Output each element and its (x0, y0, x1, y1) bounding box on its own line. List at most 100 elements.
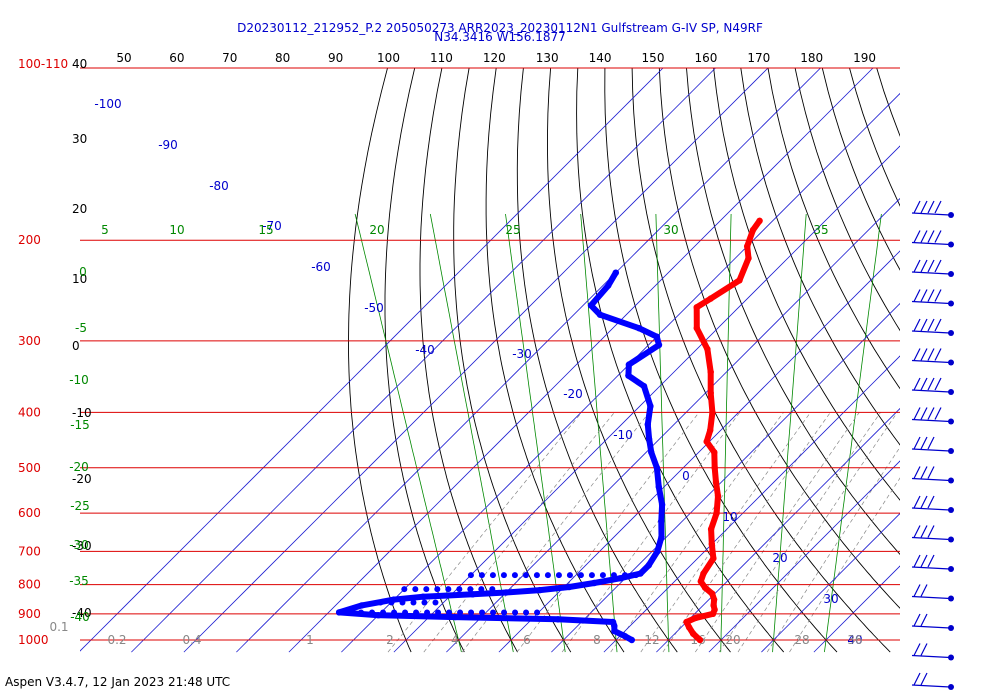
moist-left-label: -30 (69, 538, 89, 552)
wind-barb-feather (920, 643, 928, 656)
isotherm (236, 68, 822, 653)
moist-adiabat (505, 213, 566, 653)
isotherm (603, 355, 900, 653)
wind-barb-feather (927, 289, 935, 302)
wind-barb-feather (913, 643, 921, 656)
dewpoint-step-point (511, 572, 518, 579)
wind-barb-staff (911, 389, 951, 393)
wind-barb-base (948, 418, 954, 425)
wind-barb-feather (913, 436, 921, 450)
left-tick-label: 30 (72, 132, 87, 146)
wind-barb-feather (913, 200, 921, 214)
dewpoint-step-point (588, 572, 595, 579)
mixing-ratio-line (561, 412, 741, 653)
wind-barb-feather (927, 407, 935, 420)
dry-adiabat (767, 68, 900, 390)
wind-barb-feather (920, 289, 928, 302)
dry-adiabat (348, 68, 412, 653)
isotherm (761, 512, 900, 653)
dewpoint-step-point (500, 572, 507, 579)
top-tick-label: 110 (430, 51, 453, 65)
wind-barb-staff (911, 684, 951, 688)
wind-barb-feather (913, 466, 921, 479)
isotherm (656, 407, 900, 653)
wind-barb-feather (920, 200, 928, 214)
wind-barb-feather (920, 230, 928, 243)
wind-barb-staff (911, 271, 951, 275)
isotherm (183, 68, 769, 653)
wind-barb-feather (927, 495, 935, 509)
wind-barb-feather (934, 259, 942, 273)
mixing-ratio-label: 12 (644, 633, 659, 647)
wind-barb-feather (934, 230, 942, 243)
wind-barb-feather (913, 672, 921, 686)
moist-left-label: -40 (70, 610, 90, 624)
wind-barb-feather (913, 259, 921, 273)
dry-adiabat (384, 68, 465, 653)
isotherm-label: 0 (682, 469, 690, 483)
dewpoint-step-point (412, 586, 419, 593)
wind-barb-feather (934, 318, 942, 332)
top-tick-label: 70 (222, 51, 237, 65)
wind-barb (911, 466, 954, 484)
dewpoint-step-point (399, 599, 406, 606)
top-tick-label: 140 (589, 51, 612, 65)
wind-barb-staff (911, 241, 951, 246)
mixing-ratio-line (610, 412, 784, 653)
temperature-point-line (683, 217, 763, 643)
dewpoint-step-point (479, 609, 486, 616)
wind-barb-feather (913, 318, 921, 332)
wind-barb (911, 554, 954, 572)
dewpoint-step-point (434, 586, 441, 593)
isotherm-label: -50 (364, 301, 384, 315)
isotherm (446, 197, 900, 653)
dewpoint-step-point (467, 572, 474, 579)
top-tick-label: 180 (800, 51, 823, 65)
dry-adiabat (985, 68, 1000, 652)
wind-barb (911, 259, 954, 277)
moist-adiabat (720, 213, 732, 653)
isotherm (341, 92, 900, 653)
wind-barb-staff (911, 300, 951, 305)
left-tick-label: 20 (72, 202, 87, 216)
isotherm (708, 460, 900, 653)
dewpoint-step-point (621, 572, 628, 579)
dry-adiabat (794, 68, 900, 332)
dewpoint-step-point (358, 609, 365, 616)
dewpoint-step-point (522, 572, 529, 579)
mixing-ratio-line (766, 446, 900, 653)
moist-top-label: 10 (169, 223, 184, 237)
wind-barb-feather (927, 200, 935, 214)
mixing-ratio-label: 0.4 (182, 633, 201, 647)
isotherm-label: -70 (262, 219, 282, 233)
wind-barb-staff (911, 330, 951, 334)
dewpoint-step-point (523, 609, 530, 616)
dry-adiabat (686, 68, 900, 556)
mixing-ratio-label: 1 (306, 633, 314, 647)
mixing-ratio-line (387, 412, 582, 653)
chart-title-line1: D20230112_212952_P.2 205050273 ARR2023_2… (237, 21, 763, 35)
isotherm-label: -30 (512, 347, 532, 361)
dewpoint-step-point (457, 609, 464, 616)
dewpoint-step-point (391, 609, 398, 616)
isotherm (131, 68, 717, 653)
isotherm-label: 10 (722, 510, 737, 524)
wind-barb-staff (911, 448, 951, 452)
dewpoint-step-point (369, 609, 376, 616)
dewpoint-step-point (544, 572, 551, 579)
dewpoint-step-point (555, 572, 562, 579)
dewpoint-step-point (489, 572, 496, 579)
left-tick-label: 10 (72, 272, 87, 286)
dry-adiabat (419, 68, 518, 653)
dewpoint-step-point (478, 572, 485, 579)
wind-barb (911, 495, 954, 513)
wind-barb-staff (911, 507, 951, 511)
top-tick-label: 130 (536, 51, 559, 65)
wind-barb-staff (911, 595, 951, 600)
moist-adiabat (824, 213, 882, 653)
wind-barb (911, 200, 954, 218)
isotherm (551, 302, 900, 653)
moist-top-label: 5 (101, 223, 109, 237)
moist-top-label: 35 (813, 223, 828, 237)
left-tick-label: 0 (72, 339, 80, 353)
